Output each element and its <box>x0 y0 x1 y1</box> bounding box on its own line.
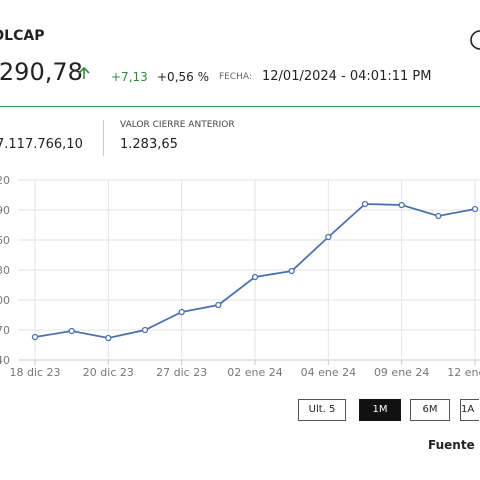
y-tick-label: 1.320 <box>0 174 10 187</box>
separator <box>103 120 104 156</box>
point <box>105 334 112 342</box>
point <box>31 333 39 341</box>
icon[interactable] <box>466 28 480 54</box>
change: +7,13 <box>111 70 148 84</box>
point <box>215 301 222 309</box>
prev-close: 1.283,65 <box>120 137 178 152</box>
date-label: FECHA: <box>219 72 252 82</box>
point <box>178 308 185 316</box>
range-button[interactable]: 1M <box>359 399 401 421</box>
volume: 7.117.766,10 <box>0 137 83 152</box>
y-tick-label: 1.290 <box>0 204 10 217</box>
point <box>471 205 479 213</box>
x-tick-label: 09 ene 24 <box>374 366 430 379</box>
divider <box>0 106 480 107</box>
x-tick-label: 02 ene 24 <box>227 366 283 379</box>
point <box>398 201 405 209</box>
index-title: COLCAP <box>0 28 45 44</box>
x-tick-label: 04 ene 24 <box>301 366 357 379</box>
change-pct: +0,56 % <box>157 70 209 84</box>
point <box>435 212 442 220</box>
range-button[interactable]: Ult. 5 <box>298 399 346 421</box>
point <box>141 326 149 334</box>
x-tick-label: 18 dic 23 <box>9 366 60 379</box>
price: 1.290,78 <box>0 58 83 86</box>
point <box>325 233 332 241</box>
point <box>288 267 295 275</box>
x-tick-label: 20 dic 23 <box>83 366 134 379</box>
y-tick-label: 1.140 <box>0 354 10 367</box>
y-tick-label: 1.260 <box>0 234 10 247</box>
source: Fuente <box>428 438 475 452</box>
y-tick-label: 1.170 <box>0 324 10 337</box>
point <box>68 327 75 335</box>
point <box>361 200 369 208</box>
date: 12/01/2024 - 04:01:11 PM <box>262 69 432 84</box>
x-tick-label: 12 ene 24 <box>447 366 480 379</box>
x-tick-label: 27 dic 23 <box>156 366 207 379</box>
y-tick-label: 1.200 <box>0 294 10 307</box>
point <box>251 273 259 281</box>
y-tick-label: 1.230 <box>0 264 10 277</box>
up-arrow <box>78 66 90 79</box>
range-button[interactable]: 6M <box>410 399 450 421</box>
range-button[interactable]: 1A <box>460 399 479 421</box>
prev-close-label: VALOR CIERRE ANTERIOR <box>120 120 235 130</box>
